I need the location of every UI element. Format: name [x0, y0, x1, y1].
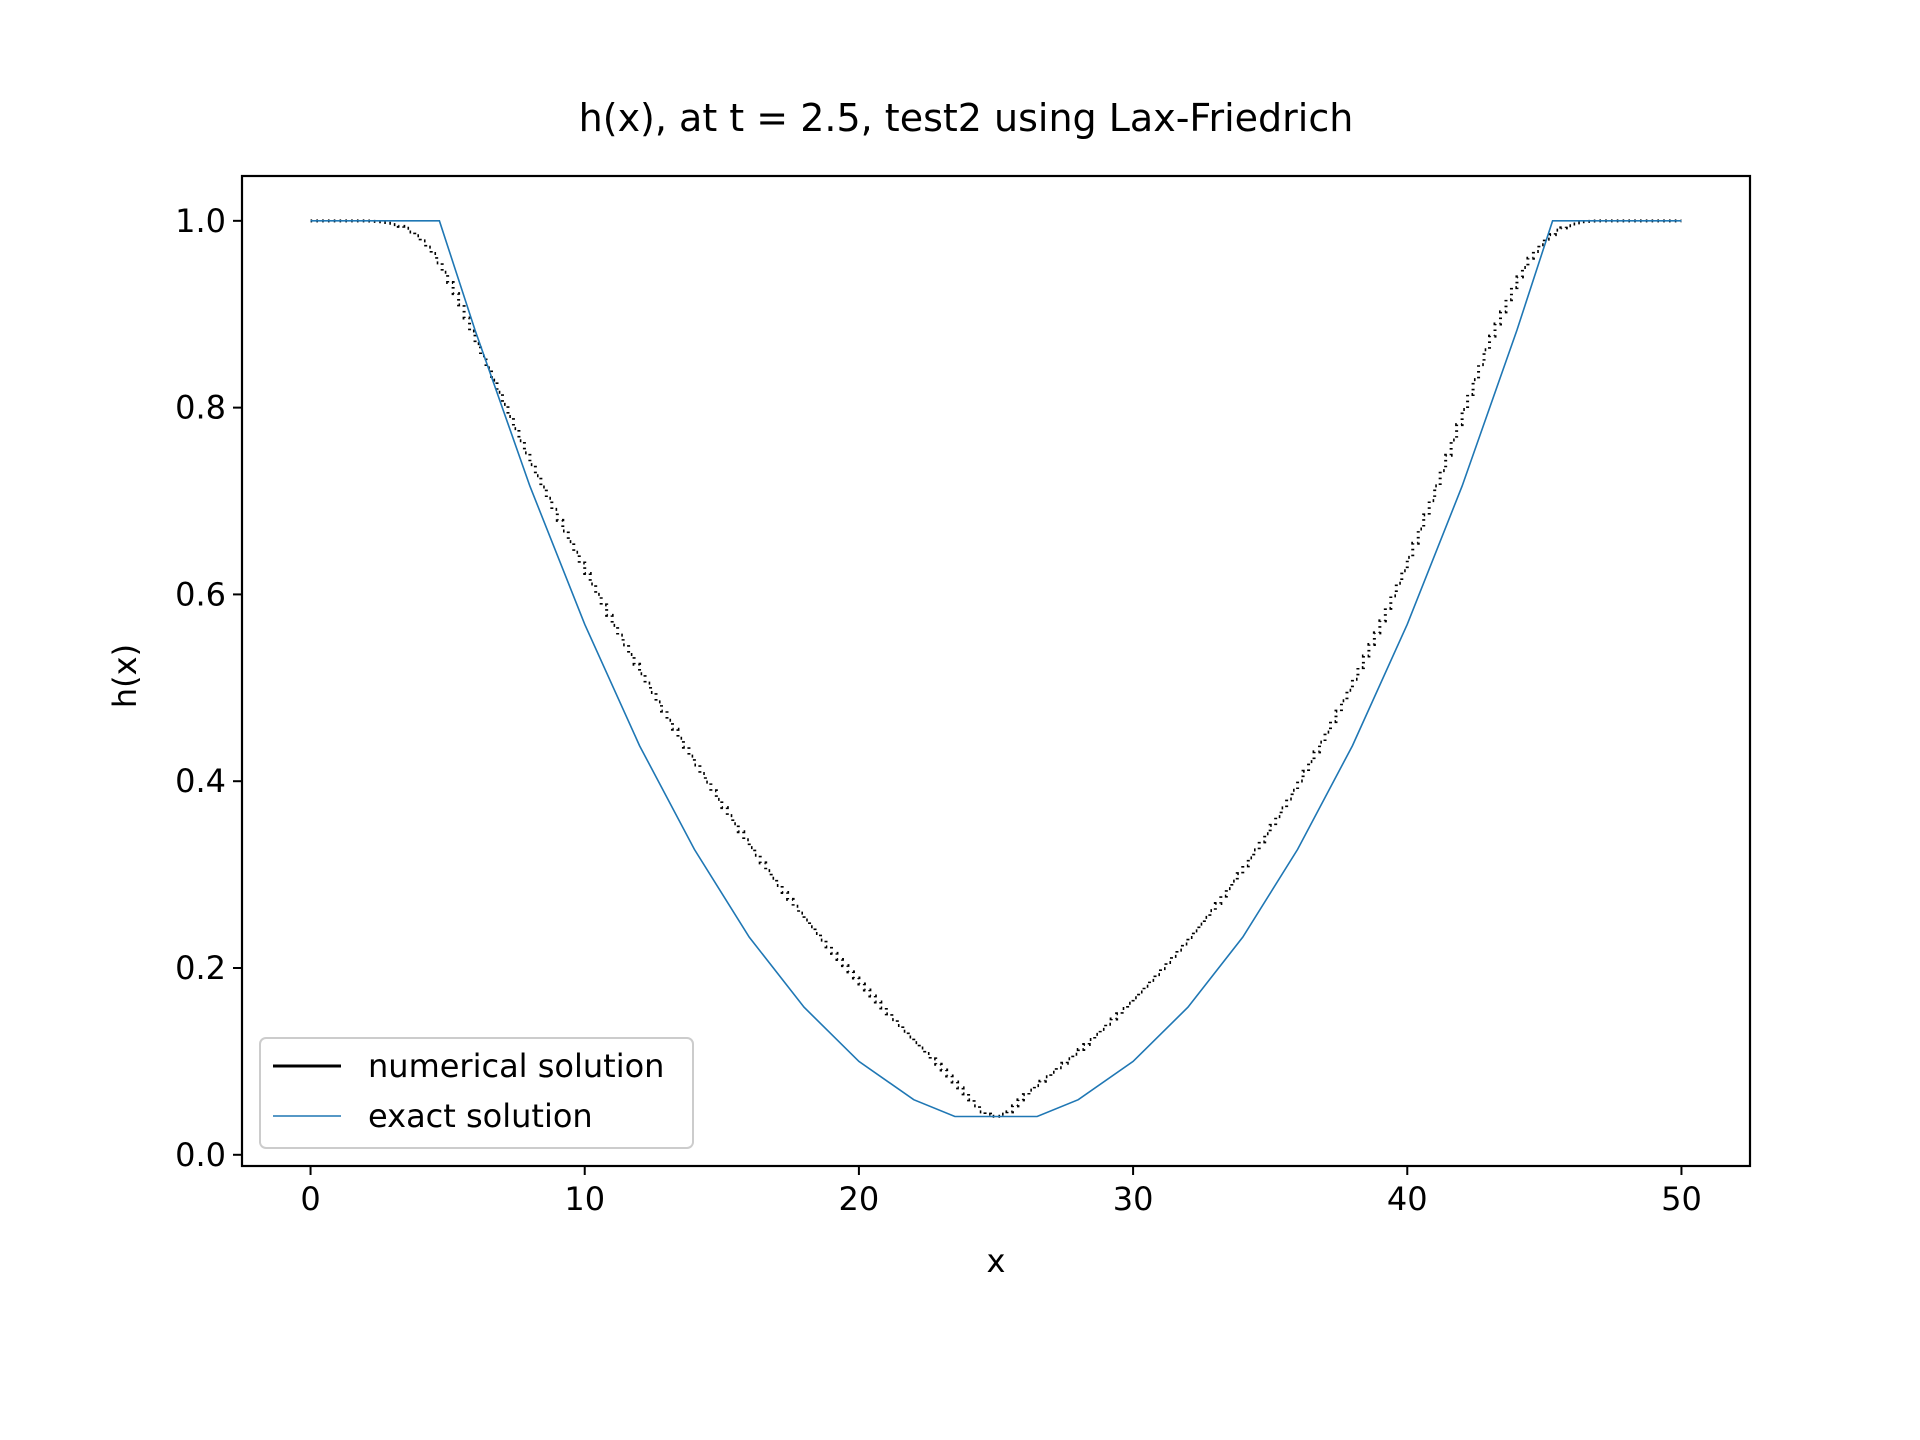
x-tick-label: 0 — [300, 1180, 320, 1218]
legend-box — [259, 1037, 694, 1149]
series-exact-solution-line — [310, 220, 1682, 1118]
y-tick-label: 0.6 — [175, 575, 226, 613]
x-axis-label: x — [987, 1242, 1006, 1280]
x-tick-label: 40 — [1387, 1180, 1428, 1218]
legend-label-numerical: numerical solution — [368, 1047, 664, 1085]
chart-title: h(x), at t = 2.5, test2 using Lax-Friedr… — [579, 96, 1354, 140]
legend: numerical solution exact solution — [259, 1037, 694, 1149]
plot-area — [310, 219, 1682, 1118]
x-tick-label: 10 — [564, 1180, 605, 1218]
y-tick-label: 0.4 — [175, 762, 226, 800]
y-tick-label: 0.0 — [175, 1136, 226, 1174]
axes-frame — [240, 174, 1752, 1168]
y-tick-label: 0.8 — [175, 389, 226, 427]
y-tick-label: 0.2 — [175, 949, 226, 987]
x-tick-label: 30 — [1113, 1180, 1154, 1218]
legend-label-exact: exact solution — [368, 1097, 593, 1135]
x-tick-label: 50 — [1661, 1180, 1702, 1218]
y-axis-label: h(x) — [106, 644, 144, 708]
axis-ticks: 0 10 20 30 40 50 0.0 0.2 0.4 0.6 0.8 1.0 — [175, 202, 1702, 1218]
y-tick-label: 1.0 — [175, 202, 226, 240]
x-tick-label: 20 — [839, 1180, 880, 1218]
